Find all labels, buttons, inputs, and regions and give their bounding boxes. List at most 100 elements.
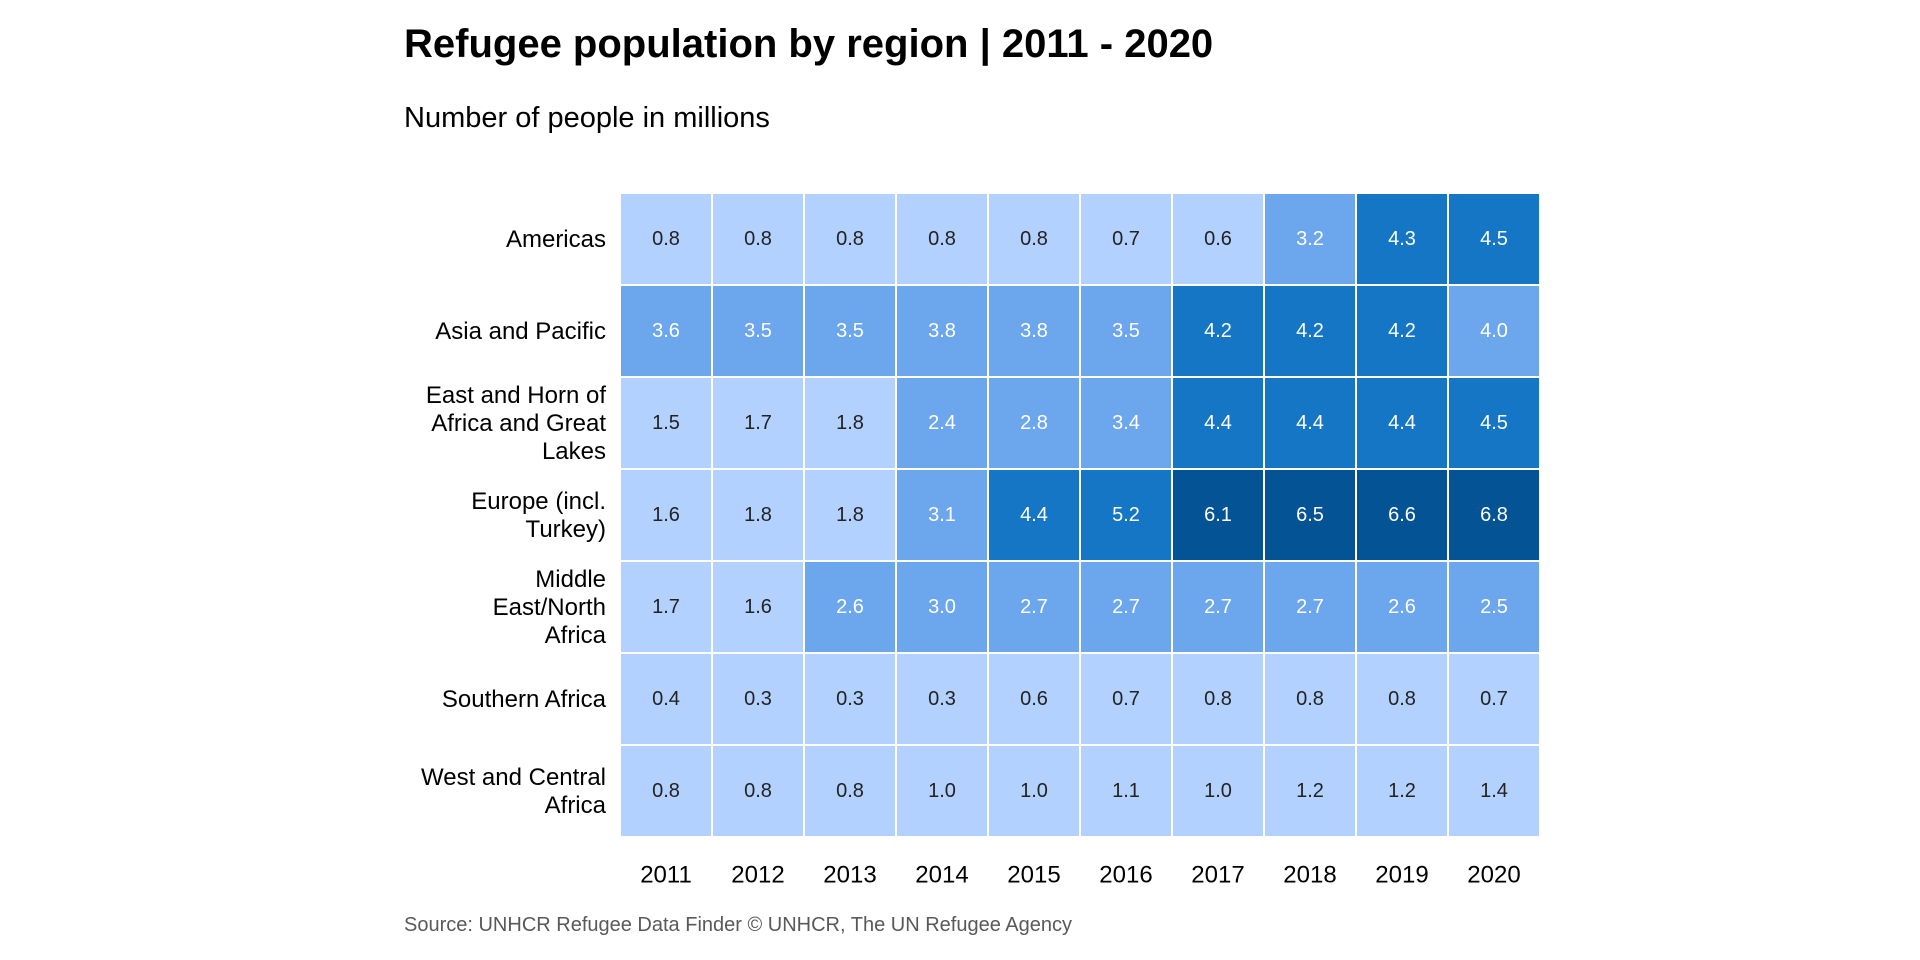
heatmap-cell xyxy=(711,560,805,654)
cell-value-label: 0.8 xyxy=(744,780,772,802)
cell-value-label: 0.8 xyxy=(652,228,680,250)
heatmap-cell xyxy=(803,744,897,838)
heatmap-cell xyxy=(1355,560,1449,654)
cell-value-label: 4.4 xyxy=(1296,412,1324,434)
cell-value-label: 3.1 xyxy=(928,504,956,526)
heatmap-cell xyxy=(1447,468,1541,562)
cell-value-label: 1.0 xyxy=(1020,780,1048,802)
cell-value-label: 1.0 xyxy=(1204,780,1232,802)
cell-value-label: 0.8 xyxy=(652,780,680,802)
heatmap-cell xyxy=(1263,376,1357,470)
cell-value-label: 1.5 xyxy=(652,412,680,434)
cell-value-label: 6.1 xyxy=(1204,504,1232,526)
heatmap-cell xyxy=(803,468,897,562)
heatmap-cell xyxy=(803,560,897,654)
cell-value-label: 0.8 xyxy=(928,228,956,250)
heatmap-cell xyxy=(1263,652,1357,746)
cell-value-label: 4.4 xyxy=(1388,412,1416,434)
cell-value-label: 2.7 xyxy=(1204,596,1232,618)
y-tick-label: Asia and Pacific xyxy=(435,318,606,345)
heatmap-cell xyxy=(1171,376,1265,470)
heatmap-cell xyxy=(711,468,805,562)
heatmap-cell xyxy=(1171,192,1265,286)
x-tick-label: 2020 xyxy=(1467,862,1520,889)
heatmap-cell xyxy=(1447,744,1541,838)
heatmap-cell xyxy=(1171,744,1265,838)
x-tick-label: 2014 xyxy=(915,862,968,889)
heatmap-cell xyxy=(1263,744,1357,838)
heatmap-cell xyxy=(619,744,713,838)
cell-value-label: 0.8 xyxy=(1388,688,1416,710)
x-tick-label: 2013 xyxy=(823,862,876,889)
heatmap-cell xyxy=(1447,376,1541,470)
cell-value-label: 1.0 xyxy=(928,780,956,802)
cell-value-label: 0.6 xyxy=(1204,228,1232,250)
cell-value-label: 2.8 xyxy=(1020,412,1048,434)
cell-value-label: 0.3 xyxy=(928,688,956,710)
heatmap-cell xyxy=(987,652,1081,746)
heatmap-cell xyxy=(1263,284,1357,378)
x-tick-label: 2019 xyxy=(1375,862,1428,889)
cell-value-label: 3.8 xyxy=(1020,320,1048,342)
cell-value-label: 0.8 xyxy=(836,780,864,802)
cell-value-label: 1.1 xyxy=(1112,780,1140,802)
cell-value-label: 4.2 xyxy=(1388,320,1416,342)
cell-value-label: 3.4 xyxy=(1112,412,1140,434)
cell-value-label: 4.2 xyxy=(1296,320,1324,342)
cell-value-label: 6.5 xyxy=(1296,504,1324,526)
heatmap-cell xyxy=(619,468,713,562)
cell-value-label: 2.7 xyxy=(1020,596,1048,618)
heatmap-cell xyxy=(1263,192,1357,286)
cell-value-label: 6.6 xyxy=(1388,504,1416,526)
cell-value-label: 0.3 xyxy=(744,688,772,710)
cell-value-label: 3.6 xyxy=(652,320,680,342)
cell-value-label: 1.8 xyxy=(744,504,772,526)
cell-value-label: 4.0 xyxy=(1480,320,1508,342)
y-tick-label: West and Central Africa xyxy=(421,764,607,819)
heatmap-cell xyxy=(1171,560,1265,654)
cell-value-label: 0.4 xyxy=(652,688,680,710)
cell-value-label: 1.6 xyxy=(652,504,680,526)
y-tick-label: Middle East/North Africa xyxy=(493,566,607,649)
heatmap-cell xyxy=(1079,376,1173,470)
heatmap-cell xyxy=(1171,468,1265,562)
cell-value-label: 4.5 xyxy=(1480,228,1508,250)
cell-value-label: 2.5 xyxy=(1480,596,1508,618)
heatmap-cell xyxy=(1447,192,1541,286)
cell-value-label: 2.7 xyxy=(1296,596,1324,618)
chart-title: Refugee population by region | 2011 - 20… xyxy=(404,22,1214,66)
cell-value-label: 0.3 xyxy=(836,688,864,710)
cell-value-label: 2.6 xyxy=(836,596,864,618)
cell-value-label: 3.5 xyxy=(744,320,772,342)
heatmap-cell xyxy=(1355,744,1449,838)
cell-value-label: 1.7 xyxy=(652,596,680,618)
cell-value-label: 1.2 xyxy=(1296,780,1324,802)
cell-value-label: 0.7 xyxy=(1112,688,1140,710)
cell-value-label: 4.2 xyxy=(1204,320,1232,342)
heatmap-cell xyxy=(1447,284,1541,378)
heatmap-cell xyxy=(803,284,897,378)
y-tick-label: Southern Africa xyxy=(442,686,607,713)
cell-value-label: 1.6 xyxy=(744,596,772,618)
cell-value-label: 3.2 xyxy=(1296,228,1324,250)
heatmap-cell xyxy=(895,192,989,286)
heatmap-cell xyxy=(711,744,805,838)
cell-value-label: 3.5 xyxy=(836,320,864,342)
x-tick-label: 2016 xyxy=(1099,862,1152,889)
heatmap-cell xyxy=(987,468,1081,562)
heatmap-cell xyxy=(895,376,989,470)
heatmap-cell xyxy=(711,652,805,746)
heatmap-cell xyxy=(1171,652,1265,746)
heatmap-cell xyxy=(619,284,713,378)
heatmap-cell xyxy=(1447,560,1541,654)
cell-value-label: 1.2 xyxy=(1388,780,1416,802)
cell-value-label: 3.0 xyxy=(928,596,956,618)
cell-value-label: 1.7 xyxy=(744,412,772,434)
cell-value-label: 0.8 xyxy=(744,228,772,250)
heatmap-cell xyxy=(1171,284,1265,378)
heatmap-cell xyxy=(619,652,713,746)
x-tick-label: 2012 xyxy=(731,862,784,889)
heatmap-cell xyxy=(1447,652,1541,746)
cell-value-label: 4.5 xyxy=(1480,412,1508,434)
